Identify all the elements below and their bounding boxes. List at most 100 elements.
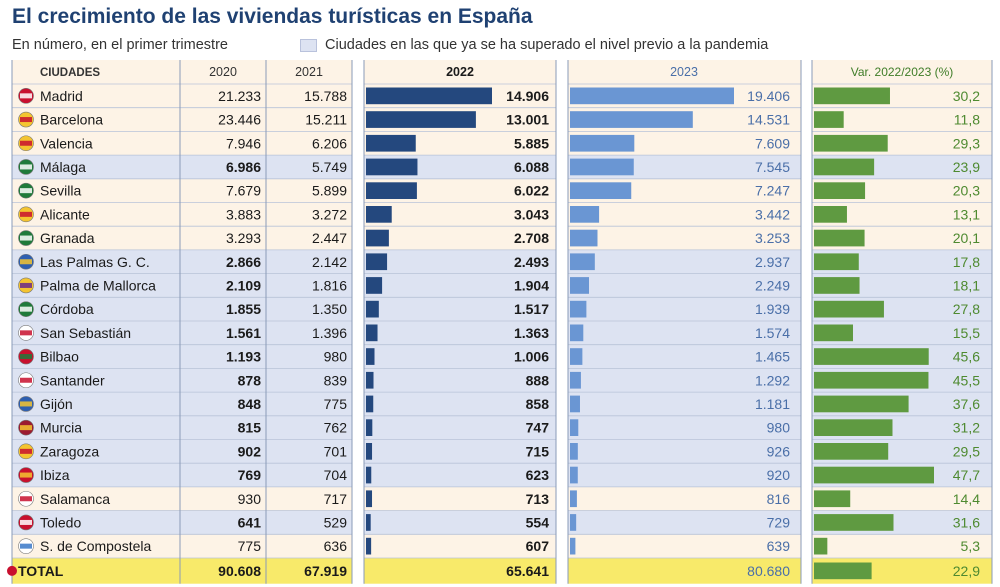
value-variation: 17,8 [953,254,980,270]
value-2020: 3.293 [226,230,261,246]
page-title: El crecimiento de las viviendas turístic… [12,5,533,28]
value-2022: 607 [526,538,550,554]
value-2023: 14.531 [747,112,790,128]
bar-2022 [366,206,392,223]
legend-label: Ciudades en las que ya se ha superado el… [325,37,769,53]
value-2023: 1.939 [755,301,790,317]
bar-variation [814,371,929,389]
city-label: Alicante [40,206,90,222]
value-2021: 1.396 [312,325,347,341]
value-2023: 2.249 [755,277,790,293]
value-2020: 23.446 [218,112,261,128]
santiago-flag-icon [20,543,32,549]
value-2022: 747 [526,420,550,436]
total-band [12,558,352,584]
bar-2023 [570,253,595,271]
barcelona-flag-icon [20,117,32,123]
row-highlight-band [568,297,801,321]
bar-2023 [570,419,579,436]
bar-variation [814,206,847,223]
valencia-flag-icon [20,140,32,146]
bar-2022 [366,443,373,460]
row-highlight-band [12,510,352,535]
row-highlight-band [568,510,801,535]
bar-2022 [366,419,373,436]
value-2023: 729 [767,514,791,530]
bar-2023 [570,111,693,128]
row-highlight-band [364,321,556,345]
column-header-2020: 2020 [209,65,237,79]
value-2022: 623 [526,467,550,483]
legend-swatch [300,38,317,52]
city-label: Ibiza [40,467,70,483]
bar-2023 [570,134,635,152]
value-variation: 23,9 [953,159,980,175]
city-label: Las Palmas G. C. [40,254,150,270]
bar-variation [814,134,888,152]
value-2022: 713 [526,491,550,507]
value-2020: 815 [238,420,262,436]
city-label: Barcelona [40,112,103,128]
city-label: Málaga [40,159,86,175]
bar-2023 [570,466,578,484]
city-label: Santander [40,372,105,388]
value-2020: 6.986 [226,159,261,175]
city-label: Murcia [40,420,82,436]
value-variation: 22,9 [953,563,980,579]
bar-2022 [366,300,379,318]
value-2022: 858 [526,396,550,412]
value-2021: 3.272 [312,206,347,222]
value-variation: 20,1 [953,230,980,246]
value-variation: 31,6 [953,514,980,530]
row-highlight-band [364,344,556,369]
column-header-2022: 2022 [446,65,474,79]
value-variation: 15,5 [953,325,980,341]
value-2020: 7.679 [226,183,261,199]
value-2023: 7.247 [755,183,790,199]
value-variation: 20,3 [953,183,980,199]
value-2020: 7.946 [226,135,261,151]
bar-2023 [570,87,734,105]
value-2022: 3.043 [514,206,549,222]
value-2023: 3.442 [755,206,790,222]
bar-variation [814,87,890,105]
value-2023: 920 [767,467,791,483]
bar-2022 [366,111,476,128]
bar-2023 [570,514,577,531]
row-highlight-band [812,321,992,345]
bar-variation [814,300,884,318]
bar-2022 [366,134,416,152]
value-variation: 45,5 [953,372,980,388]
column-header-2021: 2021 [295,65,323,79]
madrid-flag-icon [20,93,32,99]
value-2022: 6.022 [514,183,549,199]
value-2021: 839 [324,372,348,388]
malaga-flag-icon [20,164,32,170]
bar-variation [814,348,929,365]
row-highlight-band [12,392,352,416]
city-label: Bilbao [40,349,79,365]
value-2020: 878 [238,372,262,388]
alicante-flag-icon [20,211,32,217]
value-2020: 21.233 [218,88,261,104]
value-variation: 30,2 [953,88,980,104]
city-label: Granada [40,230,95,246]
value-2020: 848 [238,396,262,412]
value-2023: 2.937 [755,254,790,270]
bar-variation [814,158,875,176]
city-label: S. de Compostela [40,538,151,554]
row-highlight-band [12,344,352,369]
value-2022: 1.006 [514,349,549,365]
bar-2022 [366,324,378,342]
murcia-flag-icon [20,425,32,431]
value-2023: 639 [767,538,791,554]
value-2020: 2.866 [226,254,261,270]
value-2023: 1.292 [755,372,790,388]
value-2022: 554 [526,514,550,530]
city-label: Madrid [40,88,83,104]
city-label: Sevilla [40,183,81,199]
salamanca-flag-icon [20,496,32,502]
value-2020: 1.561 [226,325,261,341]
value-2022: 5.885 [514,135,549,151]
